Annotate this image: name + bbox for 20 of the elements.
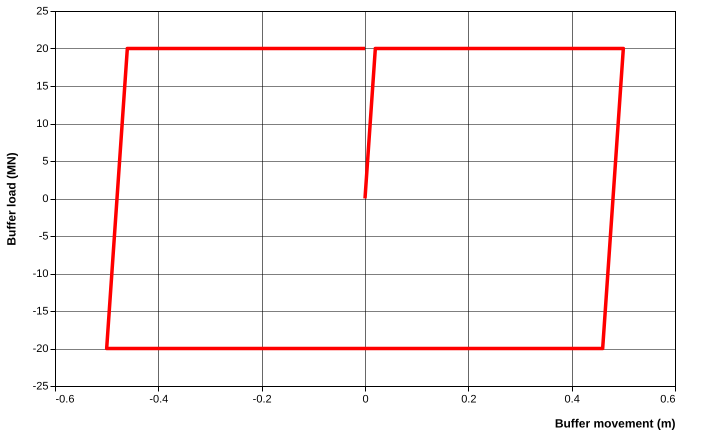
y-tick-label: -5: [38, 230, 48, 242]
y-axis-title: Buffer load (MN): [4, 152, 19, 246]
x-tick-label: -0.6: [56, 394, 74, 406]
x-axis-title: Buffer movement (m): [554, 416, 676, 430]
x-tick-label: -0.4: [149, 394, 168, 406]
y-tick-label: 20: [36, 43, 48, 55]
y-tick-label: -25: [32, 380, 48, 392]
x-tick-label: 0.6: [660, 394, 676, 406]
y-tick-label: -15: [32, 306, 48, 318]
y-tick-label: 5: [42, 156, 48, 168]
y-tick-label: 0: [42, 193, 48, 205]
x-tick-label: 0.2: [461, 394, 476, 406]
y-tick-label: 25: [36, 6, 48, 18]
x-tick-label: 0.4: [564, 394, 580, 406]
x-tick-label: -0.2: [252, 394, 272, 406]
y-tick-label: 15: [36, 80, 48, 92]
y-tick-label: -10: [32, 268, 48, 280]
y-tick-label: -20: [32, 343, 48, 355]
x-tick-label: 0: [362, 394, 369, 406]
y-tick-label: 10: [36, 118, 48, 130]
